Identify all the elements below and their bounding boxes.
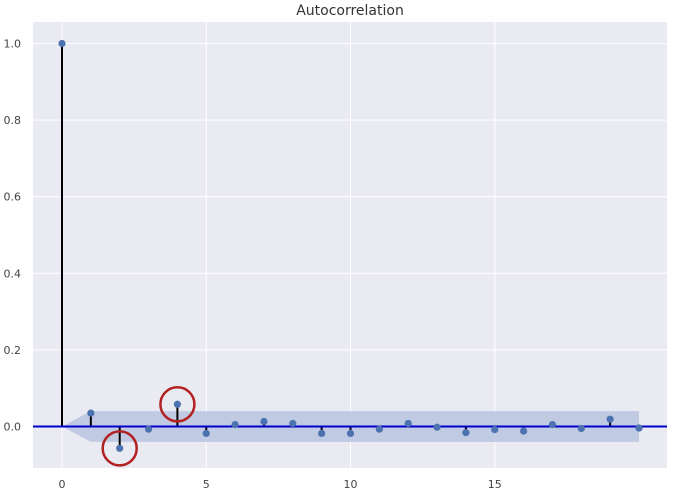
data-point (462, 429, 470, 437)
grid-lines (33, 22, 667, 468)
y-tick-label: 0.6 (4, 191, 22, 204)
highlight-circle (159, 386, 196, 423)
data-point (491, 425, 499, 434)
x-tick-label: 10 (344, 478, 358, 491)
data-point (606, 415, 614, 423)
data-point (635, 424, 643, 432)
highlight-circle (101, 430, 138, 467)
data-point (260, 417, 268, 426)
y-tick-label: 1.0 (4, 38, 22, 51)
data-point (520, 427, 528, 435)
chart-title: Autocorrelation (296, 3, 404, 19)
y-tick-label: 0.8 (4, 114, 22, 127)
data-point (58, 39, 66, 48)
data-point (318, 429, 326, 437)
data-point (548, 420, 557, 429)
y-axis-ticks: 0.0 0.2 0.4 0.6 0.8 1.0 (4, 38, 22, 434)
x-axis-ticks: 0 5 10 15 (59, 478, 502, 491)
data-point (144, 425, 153, 433)
x-tick-label: 15 (488, 478, 502, 491)
x-tick-label: 5 (203, 478, 210, 491)
data-point (116, 444, 124, 452)
data-point (173, 400, 181, 408)
marker-series (58, 39, 643, 452)
data-point (202, 429, 210, 437)
y-tick-label: 0.0 (4, 421, 22, 434)
highlight-annotations (101, 386, 196, 467)
data-point (433, 423, 441, 431)
data-point (87, 409, 95, 417)
data-point (404, 419, 412, 428)
data-point (577, 424, 585, 433)
data-point (289, 419, 297, 428)
y-tick-label: 0.2 (4, 344, 22, 357)
data-point (346, 429, 355, 437)
data-point (375, 425, 383, 433)
x-tick-label: 0 (59, 478, 66, 491)
y-tick-label: 0.4 (4, 267, 22, 280)
data-point (231, 420, 239, 429)
